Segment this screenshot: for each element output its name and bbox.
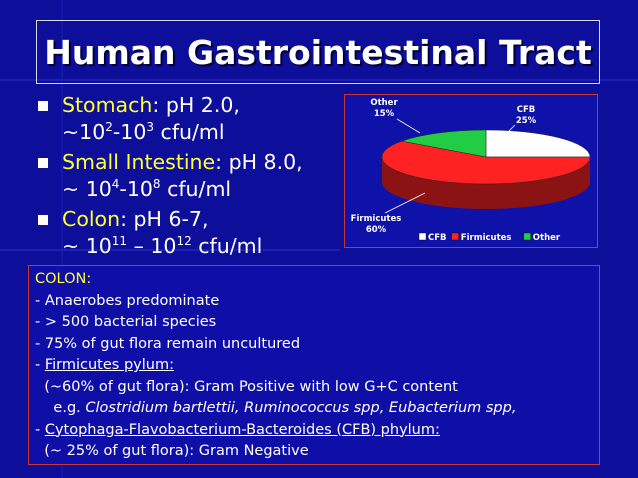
separator: : [152,93,166,117]
legend-label-cfb: CFB [428,233,447,243]
legend-label-other: Other [533,233,561,243]
colon-line-anaerobes: - Anaerobes predominate [35,292,220,309]
colon-line-firmicutes: - Firmicutes pylum: [35,355,593,377]
legend-swatch-cfb [418,232,427,241]
ph-value: pH 8.0, [228,150,303,174]
examples-prefix: e.g. [35,400,86,416]
colon-details-box: COLON: - Anaerobes predominate - > 500 b… [28,265,600,465]
pie-side-firmicutes [382,157,590,209]
slice-pct-other: 15% [374,109,395,119]
bullet-stomach: Stomach: pH 2.0, ~102-103 cfu/ml [38,92,338,146]
colon-line-cfb: - Cytophaga-Flavobacterium-Bacteroides (… [35,420,593,442]
colon-heading: COLON: [35,271,92,287]
count-base: – 10 [127,234,177,258]
leader-line-other [396,118,421,134]
organ-name: Stomach [62,93,153,117]
separator: : [120,207,134,231]
organ-name: Colon [62,207,121,231]
exponent: 3 [146,120,155,135]
slice-pct-cfb: 25% [516,116,537,126]
bullet-colon: Colon: pH 6-7, ~ 1011 – 1012 cfu/ml [38,206,338,260]
slide-title: Human Gastrointestinal Tract [44,32,592,72]
bullet-list: Stomach: pH 2.0, ~102-103 cfu/ml Small I… [38,92,338,263]
leader-line-cfb [504,124,516,136]
dash-prefix: - [35,421,45,438]
title-box: Human Gastrointestinal Tract [36,20,600,84]
legend-swatch-firmicutes [451,232,460,241]
dash-prefix: - [35,357,45,373]
exponent: 4 [111,177,120,192]
count-unit: cfu/ml [191,234,263,258]
pie-slice-cfb [485,129,591,158]
count-base: -10 [119,177,153,201]
count-base: ~ 10 [62,177,112,201]
slice-label-other: Other [370,98,398,108]
pie-slice-firmicutes [381,140,591,185]
exponent: 11 [111,234,128,249]
count-unit: cfu/ml [154,120,225,144]
count-base: -10 [112,120,147,144]
legend-label-firmicutes: Firmicutes [461,233,512,243]
count-base: ~10 [62,120,106,144]
colon-line-cfb-desc: (~ 25% of gut flora): Gram Negative [35,443,309,459]
separator: : [215,150,229,174]
bullet-marker [38,101,48,111]
slice-label-cfb: CFB [517,105,536,115]
slice-label-firmicutes: Firmicutes [351,214,402,224]
pie-slice-other [400,129,487,158]
cfb-heading: Cytophaga-Flavobacterium-Bacteroides (CF… [44,421,440,438]
colon-line-firmicutes-desc: (~60% of gut flora): Gram Positive with … [35,378,458,395]
count-unit: cfu/ml [160,177,232,201]
bullet-marker [38,158,48,168]
firmicutes-heading: Firmicutes pylum: [44,357,174,373]
ph-value: pH 6-7, [133,207,209,231]
pie-chart: CFB 25% Firmicutes 60% Other 15% CFB Firmicutes… [344,94,598,248]
colon-line-uncultured: - 75% of gut flora remain uncultured [35,335,301,352]
bullet-marker [38,215,48,225]
bullet-small-intestine: Small Intestine: pH 8.0, ~ 104-108 cfu/m… [38,149,338,203]
exponent: 2 [105,120,113,135]
species-examples: Clostridium bartlettii, Ruminococcus spp… [85,400,517,416]
colon-line-examples: e.g. Clostridium bartlettii, Ruminococcu… [35,398,593,420]
organ-name: Small Intestine [62,150,216,174]
leader-line-firmicutes [384,192,426,214]
ph-value: pH 2.0, [165,93,240,117]
exponent: 8 [152,177,161,192]
exponent: 12 [176,234,192,249]
count-base: ~ 10 [62,234,112,258]
slice-pct-firmicutes: 60% [366,225,387,235]
colon-line-species: - > 500 bacterial species [35,314,217,330]
legend-swatch-other [523,232,532,241]
